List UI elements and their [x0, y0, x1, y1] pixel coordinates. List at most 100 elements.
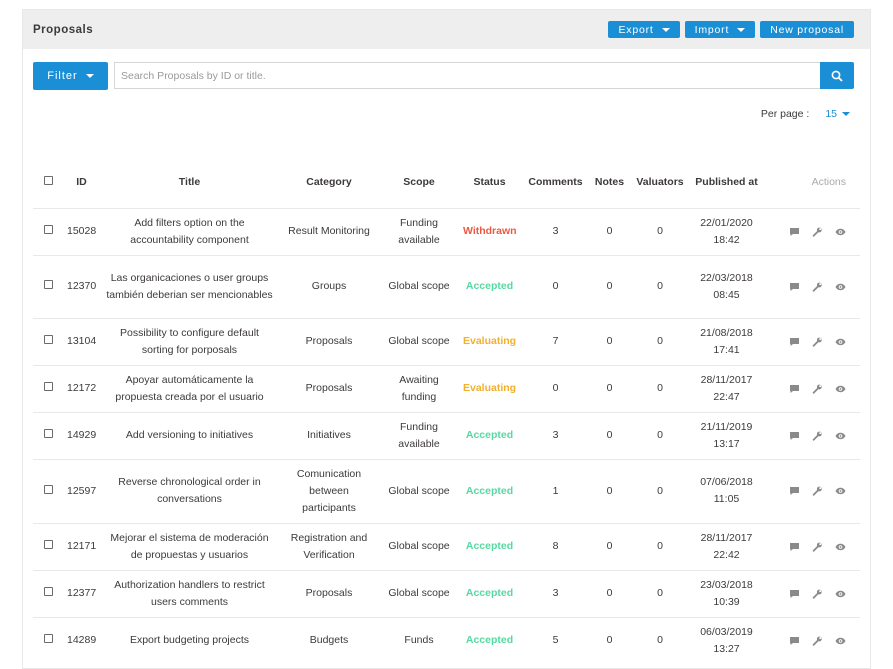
row-actions — [761, 569, 860, 617]
col-published[interactable]: Published at — [695, 175, 758, 188]
import-button[interactable]: Import — [684, 21, 756, 38]
col-scope[interactable]: Scope — [403, 175, 435, 188]
eye-icon[interactable] — [835, 542, 846, 552]
select-all-checkbox[interactable] — [43, 175, 53, 185]
select-all-cell — [33, 157, 63, 208]
row-title[interactable]: Add filters option on the accountability… — [100, 207, 279, 255]
row-checkbox[interactable] — [43, 587, 53, 596]
wrench-icon[interactable] — [812, 542, 823, 552]
col-comments[interactable]: Comments — [528, 175, 583, 188]
row-select-cell — [33, 317, 63, 365]
comment-icon[interactable] — [789, 431, 800, 441]
eye-icon[interactable] — [835, 589, 846, 599]
comment-icon[interactable] — [789, 542, 800, 552]
wrench-icon[interactable] — [812, 636, 823, 646]
row-title[interactable]: Las organicaciones o user groups también… — [100, 254, 279, 318]
filter-label: Filter — [47, 70, 78, 82]
wrench-icon[interactable] — [812, 282, 823, 292]
row-comments: 8 — [520, 522, 591, 570]
row-actions — [761, 411, 860, 459]
card-header: Proposals Export Import New proposal — [23, 10, 870, 49]
col-id[interactable]: ID — [76, 175, 87, 188]
eye-icon[interactable] — [835, 282, 846, 292]
row-notes: 0 — [591, 411, 628, 459]
comment-icon[interactable] — [789, 486, 800, 496]
wrench-icon[interactable] — [812, 431, 823, 441]
row-valuators: 0 — [628, 458, 692, 523]
row-time: 08:45 — [713, 288, 740, 301]
per-page-select[interactable]: 15 — [825, 108, 850, 120]
row-published: 21/08/2018 17:41 — [692, 317, 761, 365]
wrench-icon[interactable] — [812, 384, 823, 394]
per-page-label: Per page : — [760, 108, 810, 120]
row-status: Accepted — [459, 616, 520, 664]
row-select-cell — [33, 616, 63, 664]
row-title[interactable]: Apoyar automáticamente la propuesta crea… — [100, 364, 279, 412]
row-published: 07/06/2018 11:05 — [692, 458, 761, 523]
row-checkbox[interactable] — [43, 634, 53, 644]
per-page: Per page : 15 — [761, 108, 850, 120]
filter-button[interactable]: Filter — [33, 62, 108, 90]
row-select-cell — [33, 411, 63, 459]
row-title[interactable]: Add versioning to initiatives — [100, 411, 279, 459]
row-actions — [761, 317, 860, 365]
col-notes[interactable]: Notes — [594, 175, 625, 188]
comment-icon[interactable] — [789, 227, 800, 237]
row-valuators: 0 — [628, 411, 692, 459]
eye-icon[interactable] — [835, 636, 846, 646]
comment-icon[interactable] — [789, 337, 800, 347]
row-actions — [761, 522, 860, 570]
eye-icon[interactable] — [835, 227, 846, 237]
col-title[interactable]: Title — [178, 175, 201, 188]
wrench-icon[interactable] — [812, 227, 823, 237]
row-status: Withdrawn — [459, 207, 520, 255]
export-button[interactable]: Export — [608, 21, 680, 38]
row-checkbox[interactable] — [43, 335, 53, 344]
col-category[interactable]: Category — [306, 175, 352, 188]
wrench-icon[interactable] — [812, 486, 823, 496]
row-title[interactable]: Export budgeting projects — [100, 616, 279, 664]
comment-icon[interactable] — [789, 384, 800, 394]
row-notes: 0 — [591, 364, 628, 412]
row-title[interactable]: Authorization handlers to restrict users… — [100, 569, 279, 617]
row-title[interactable]: Reverse chronological order in conversat… — [100, 458, 279, 523]
row-title[interactable]: Mejorar el sistema de moderación de prop… — [100, 522, 279, 570]
row-checkbox[interactable] — [43, 429, 53, 438]
chevron-down-icon — [842, 112, 850, 116]
comment-icon[interactable] — [789, 282, 800, 292]
row-category: Comunication between participants — [279, 458, 379, 523]
eye-icon[interactable] — [835, 431, 846, 441]
row-time: 10:39 — [713, 595, 740, 608]
row-checkbox[interactable] — [43, 540, 53, 549]
eye-icon[interactable] — [835, 337, 846, 347]
row-published: 21/11/2019 13:17 — [692, 411, 761, 459]
row-actions — [761, 616, 860, 664]
row-id: 14289 — [63, 616, 100, 664]
comment-icon[interactable] — [789, 636, 800, 646]
search-input[interactable] — [114, 62, 820, 89]
comment-icon[interactable] — [789, 589, 800, 599]
eye-icon[interactable] — [835, 486, 846, 496]
wrench-icon[interactable] — [812, 337, 823, 347]
search-icon — [831, 70, 843, 82]
row-title[interactable]: Possibility to configure default sorting… — [100, 317, 279, 365]
new-proposal-button[interactable]: New proposal — [760, 21, 854, 38]
row-checkbox[interactable] — [43, 280, 53, 289]
row-checkbox[interactable] — [43, 382, 53, 391]
row-time: 18:42 — [713, 233, 740, 246]
col-status[interactable]: Status — [473, 175, 506, 188]
row-id: 12377 — [63, 569, 100, 617]
row-comments: 3 — [520, 411, 591, 459]
wrench-icon[interactable] — [812, 589, 823, 599]
search-button[interactable] — [820, 62, 854, 89]
row-checkbox[interactable] — [43, 225, 53, 234]
row-valuators: 0 — [628, 254, 692, 318]
col-valuators[interactable]: Valuators — [636, 175, 684, 188]
per-page-value: 15 — [825, 108, 837, 120]
row-valuators: 0 — [628, 317, 692, 365]
row-comments: 1 — [520, 458, 591, 523]
row-time: 11:05 — [713, 493, 740, 505]
row-scope: Funding available — [379, 207, 459, 255]
row-checkbox[interactable] — [43, 484, 53, 494]
eye-icon[interactable] — [835, 384, 846, 394]
